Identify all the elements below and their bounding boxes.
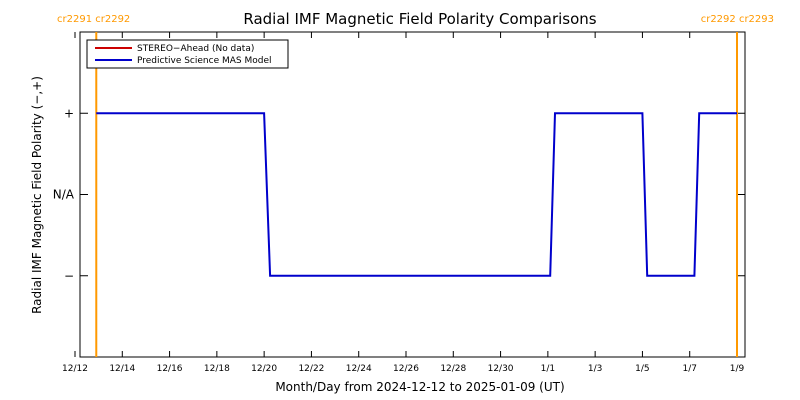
chart-title: Radial IMF Magnetic Field Polarity Compa…: [243, 10, 596, 28]
series-line-mas-model: [96, 112, 737, 277]
carrington-markers: [95, 32, 738, 357]
x-axis-label: Month/Day from 2024-12-12 to 2025-01-09 …: [275, 380, 564, 394]
x-tick-label: 1/9: [730, 364, 745, 374]
x-tick-label: 1/7: [682, 364, 696, 374]
y-tick-label: −: [64, 269, 74, 283]
x-tick-label: 12/28: [440, 364, 466, 374]
legend-label-model: Predictive Science MAS Model: [137, 56, 272, 66]
y-tick-label: N/A: [53, 188, 75, 202]
x-tick-label: 1/5: [635, 364, 649, 374]
legend: STEREO−Ahead (No data) Predictive Scienc…: [86, 39, 289, 69]
x-axis: 12/12 12/14 12/16 12/18 12/20 12/22 12/24 12/26…: [62, 32, 745, 374]
y-tick-label: +: [64, 106, 74, 120]
y-axis-label: Radial IMF Magnetic Field Polarity (−,+): [30, 76, 44, 314]
legend-label-stereo: STEREO−Ahead (No data): [137, 44, 254, 54]
series-group: [96, 112, 737, 277]
x-tick-label: 12/14: [109, 364, 135, 374]
carrington-label-left: cr2291 cr2292: [57, 14, 130, 25]
carrington-label-right: cr2292 cr2293: [701, 14, 774, 25]
x-tick-label: 12/18: [204, 364, 230, 374]
x-tick-label: 1/3: [588, 364, 602, 374]
x-tick-label: 12/20: [251, 364, 277, 374]
x-tick-label: 12/12: [62, 364, 88, 374]
x-tick-label: 12/26: [393, 364, 419, 374]
x-tick-label: 12/30: [488, 364, 514, 374]
x-tick-label: 1/1: [541, 364, 555, 374]
x-tick-label: 12/22: [298, 364, 324, 374]
x-tick-label: 12/24: [346, 364, 372, 374]
x-tick-label: 12/16: [157, 364, 183, 374]
legend-box: [86, 39, 289, 69]
y-axis: + N/A −: [53, 106, 745, 283]
